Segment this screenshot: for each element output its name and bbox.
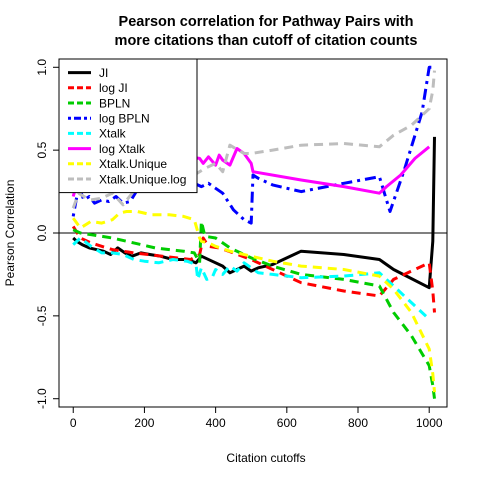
legend-label: Xtalk.Unique.log [99, 172, 186, 186]
series-line-0 [72, 136, 436, 290]
y-tick-label: -1.0 [35, 388, 49, 409]
x-tick-label: 200 [134, 416, 154, 430]
y-tick-label: 1.0 [35, 59, 49, 76]
y-tick-label: -0.5 [35, 305, 49, 326]
x-tick-label: 0 [70, 416, 77, 430]
legend-label: Xtalk.Unique [99, 157, 167, 171]
y-tick-label: 0.0 [35, 224, 49, 241]
legend-label: log Xtalk [99, 142, 146, 156]
x-axis-label: Citation cutoffs [226, 451, 305, 465]
chart-title-line1: Pearson correlation for Pathway Pairs wi… [119, 14, 414, 30]
legend-label: BPLN [99, 96, 130, 110]
x-tick-label: 800 [348, 416, 368, 430]
x-tick-label: 1000 [416, 416, 443, 430]
legend-label: log JI [99, 81, 128, 95]
legend-label: JI [99, 66, 108, 80]
y-tick-label: 0.5 [35, 141, 49, 158]
series-line-6 [71, 210, 436, 393]
legend-box [58, 58, 198, 194]
x-tick-label: 600 [277, 416, 297, 430]
plot-area: 0 200 400 600 800 1000-1.0-0.50.00.51.0 JIlog … [35, 58, 448, 430]
x-tick-label: 400 [206, 416, 226, 430]
series-line-2 [72, 219, 436, 399]
series-line-1 [71, 225, 436, 313]
y-axis-label: Pearson Correlation [3, 180, 17, 287]
series-line-4 [72, 236, 431, 321]
legend-label: log BPLN [99, 112, 150, 126]
series-line-7 [71, 70, 436, 209]
chart-title-line2: more citations than cutoff of citation c… [115, 33, 418, 49]
legend-label: Xtalk [99, 127, 127, 141]
